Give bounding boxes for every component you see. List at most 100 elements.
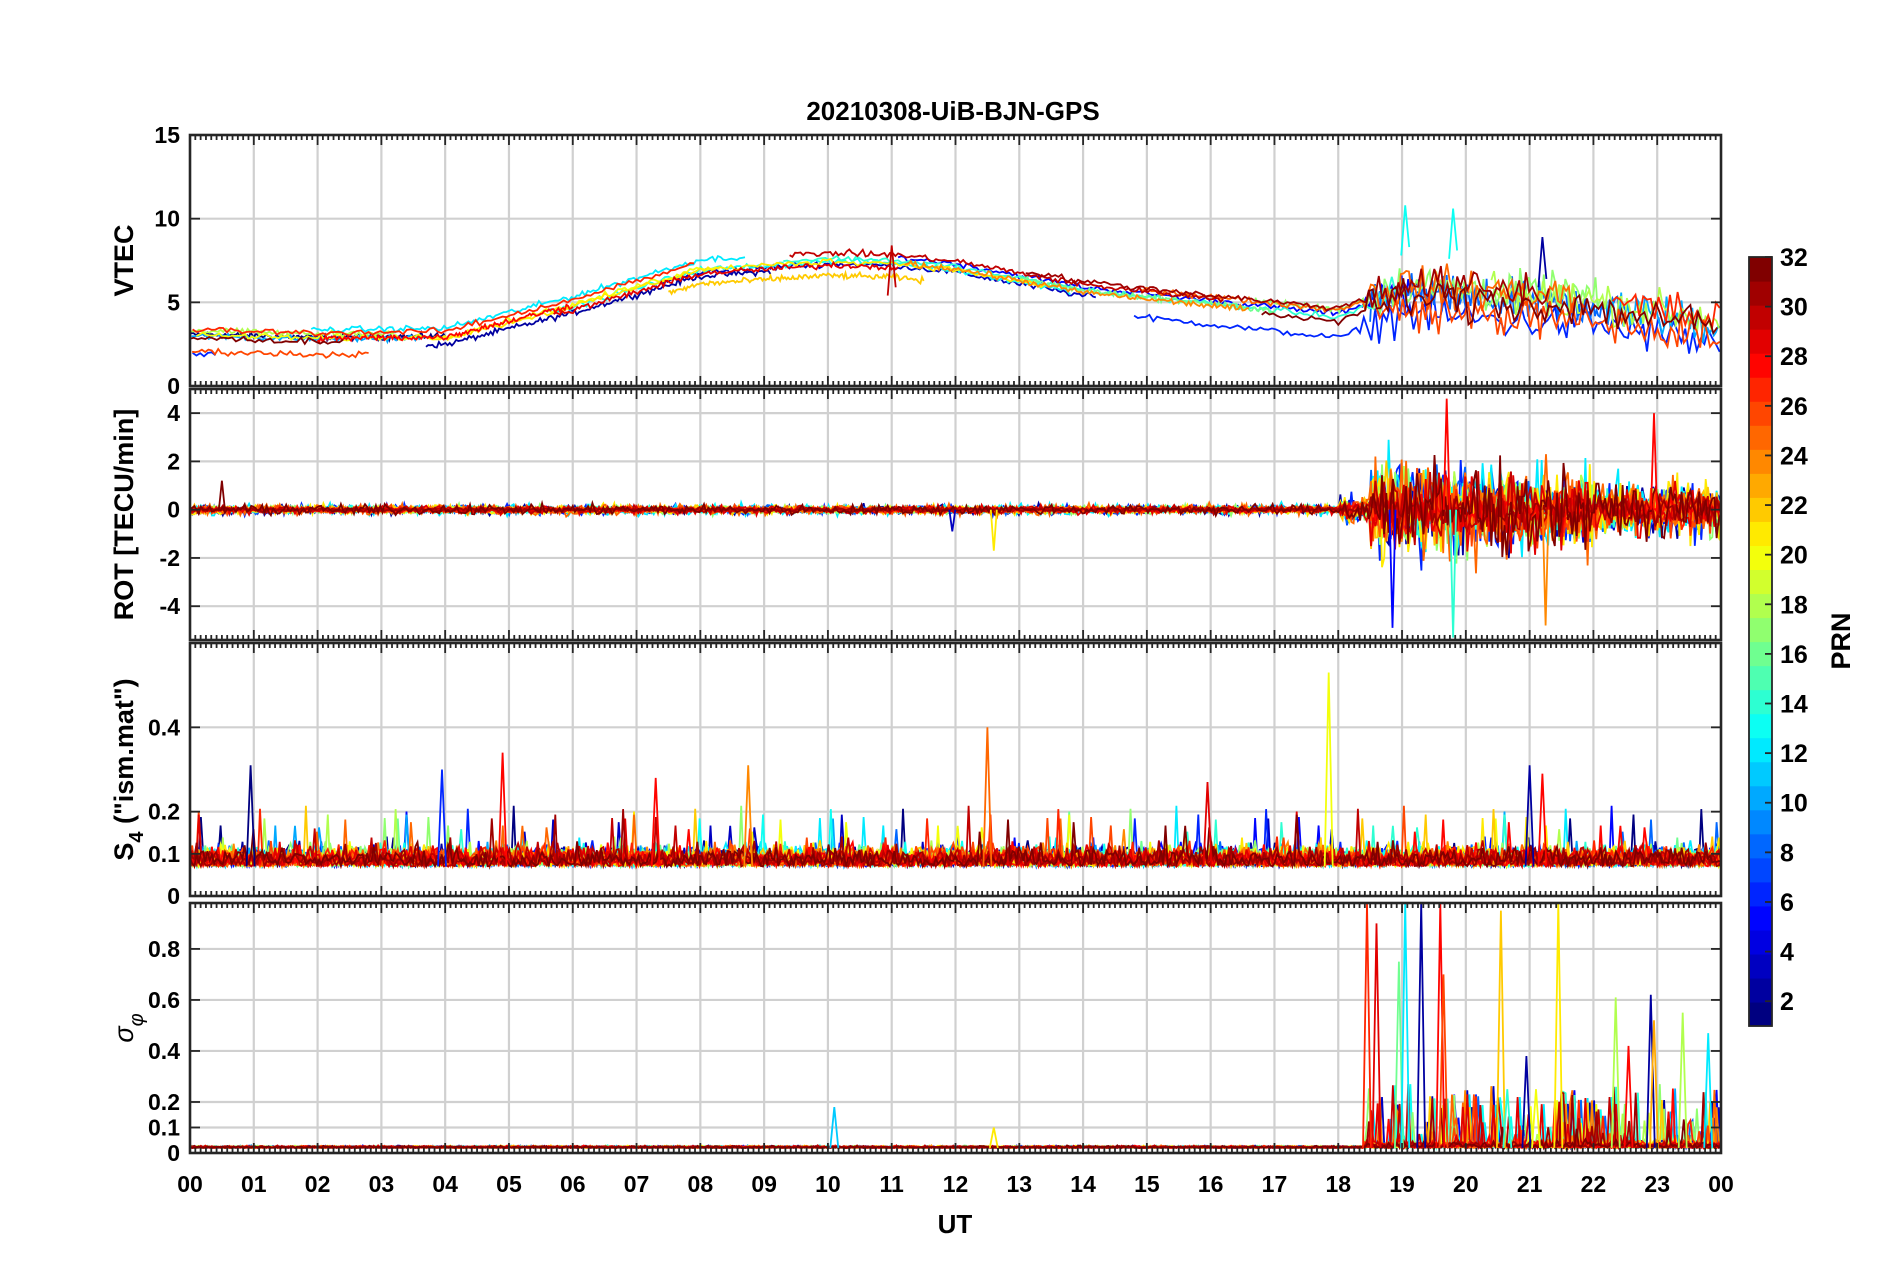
series-prn-24 xyxy=(1541,509,1550,626)
series-prn-32 xyxy=(218,480,226,510)
series-prn-6 xyxy=(1133,289,1721,354)
colorbar-tick-label: 16 xyxy=(1780,641,1808,669)
series-prn-22 xyxy=(1496,910,1506,1148)
series-prn-26 xyxy=(192,347,369,359)
panel-rot: -4 -2 0 2 4 ROT [TECU/min] xyxy=(109,387,1723,642)
series-prn-2 xyxy=(1537,237,1548,288)
colorbar-segment xyxy=(1749,473,1772,498)
x-tick-label: 21 xyxy=(1517,1171,1543,1197)
x-tick-label: 17 xyxy=(1262,1171,1288,1197)
series-prn-27 xyxy=(192,262,695,337)
x-tick-label: 07 xyxy=(624,1171,650,1197)
series-prn-18 xyxy=(1610,997,1621,1148)
colorbar-segment xyxy=(1749,689,1772,715)
y-tick-label: 0.1 xyxy=(148,1114,180,1140)
x-tick-label: 14 xyxy=(1070,1171,1096,1197)
x-tick-label: 08 xyxy=(688,1171,714,1197)
series-prn-29 xyxy=(553,260,899,316)
x-ticks xyxy=(189,135,1722,386)
colorbar-tick-label: 20 xyxy=(1780,542,1808,570)
x-tick-label: 22 xyxy=(1581,1171,1607,1197)
series-prn-14 xyxy=(1449,509,1457,638)
x-tick-label: 10 xyxy=(815,1171,841,1197)
colorbar-segment xyxy=(1749,641,1772,667)
series-prn-24 xyxy=(904,259,1249,312)
series-prn-32 xyxy=(190,335,344,346)
x-tick-label: 01 xyxy=(241,1171,267,1197)
series-prn-21 xyxy=(988,1127,999,1149)
colorbar-tick-label: 4 xyxy=(1780,939,1794,967)
x-ticks xyxy=(189,389,1722,640)
series-prn-20 xyxy=(1323,672,1334,867)
colorbar-tick-label: 26 xyxy=(1780,393,1808,421)
series-prn-27 xyxy=(1362,903,1372,1148)
series-prn-28 xyxy=(1650,413,1658,510)
colorbar-segment xyxy=(1749,329,1772,354)
series-prn-31 xyxy=(1025,265,1550,312)
colorbar-segment xyxy=(1749,377,1772,402)
series-prn-28 xyxy=(1442,398,1451,510)
colorbar-segment xyxy=(1749,977,1772,1003)
colorbar-segment xyxy=(1749,401,1772,426)
colorbar-segment xyxy=(1749,257,1772,282)
x-tick-labels: 00 01 02 03 04 05 06 07 08 09 10 11 12 13 14 15 16 17 18 19… xyxy=(177,1171,1734,1197)
colorbar-segment xyxy=(1749,305,1772,330)
series-prn-28 xyxy=(1435,903,1446,1148)
colorbar-segment xyxy=(1749,857,1772,883)
series-prn-30 xyxy=(886,245,897,296)
x-tick-label: 18 xyxy=(1325,1171,1351,1197)
x-tick-label: 15 xyxy=(1134,1171,1160,1197)
x-tick-label: 00 xyxy=(1708,1171,1734,1197)
series-prn-28 xyxy=(650,777,661,867)
series-prn-2 xyxy=(1645,994,1656,1148)
x-tick-label: 04 xyxy=(432,1171,458,1197)
colorbar-segment xyxy=(1749,737,1772,763)
series-prn-21 xyxy=(989,509,998,551)
series-prn-3 xyxy=(948,509,957,532)
y-tick-label: 0.2 xyxy=(148,1089,180,1115)
colorbar-tick-label: 24 xyxy=(1780,442,1808,470)
colorbar-segment xyxy=(1749,353,1772,378)
y-tick-label: 0.1 xyxy=(148,841,180,867)
colorbar-segment xyxy=(1749,569,1772,595)
series-prn-28 xyxy=(1623,1045,1634,1148)
y-tick-label: 0.6 xyxy=(148,987,180,1013)
series-prn-24 xyxy=(743,765,754,867)
colorbar-segment xyxy=(1749,425,1772,450)
colorbar-segment xyxy=(1749,521,1772,546)
y-tick-label: 0 xyxy=(167,373,180,399)
x-tick-label: 05 xyxy=(496,1171,522,1197)
colorbar-segment xyxy=(1749,881,1772,907)
colorbar-label: PRN xyxy=(1826,612,1856,669)
series-prn-25 xyxy=(1140,263,1576,314)
y-tick-label: 0.8 xyxy=(148,936,180,962)
colorbar-tick-label: 28 xyxy=(1780,343,1808,371)
series-prn-2 xyxy=(1521,1056,1532,1148)
series-prn-25 xyxy=(982,727,993,867)
y-axis-label-s4: S4 ("ism.mat") xyxy=(109,678,148,860)
series-prn-12 xyxy=(1703,1033,1714,1148)
colorbar-tick-label: 10 xyxy=(1780,790,1808,818)
series-prn-1 xyxy=(245,765,256,867)
series-prn-2 xyxy=(1416,903,1427,1148)
x-tick-label: 00 xyxy=(177,1171,203,1197)
colorbar-tick-label: 6 xyxy=(1780,889,1794,917)
x-tick-label: 03 xyxy=(369,1171,395,1197)
colorbar-segment xyxy=(1749,545,1772,571)
series-prn-28 xyxy=(1537,773,1548,867)
chart-title: 20210308-UiB-BJN-GPS xyxy=(806,96,1099,126)
colorbar-segment xyxy=(1749,785,1772,811)
y-tick-label: 0 xyxy=(167,497,180,523)
series-group xyxy=(190,398,1721,638)
series-group xyxy=(190,672,1721,870)
colorbar-tick-label: 12 xyxy=(1780,740,1808,768)
series-prn-26 xyxy=(1438,974,1449,1148)
colorbar-segment xyxy=(1749,665,1772,691)
series-prn-28 xyxy=(316,303,574,344)
series-prn-18 xyxy=(1677,1012,1688,1148)
colorbar-tick-label: 22 xyxy=(1780,492,1808,520)
y-tick-label: 15 xyxy=(154,122,180,148)
y-tick-label: 5 xyxy=(167,289,180,315)
